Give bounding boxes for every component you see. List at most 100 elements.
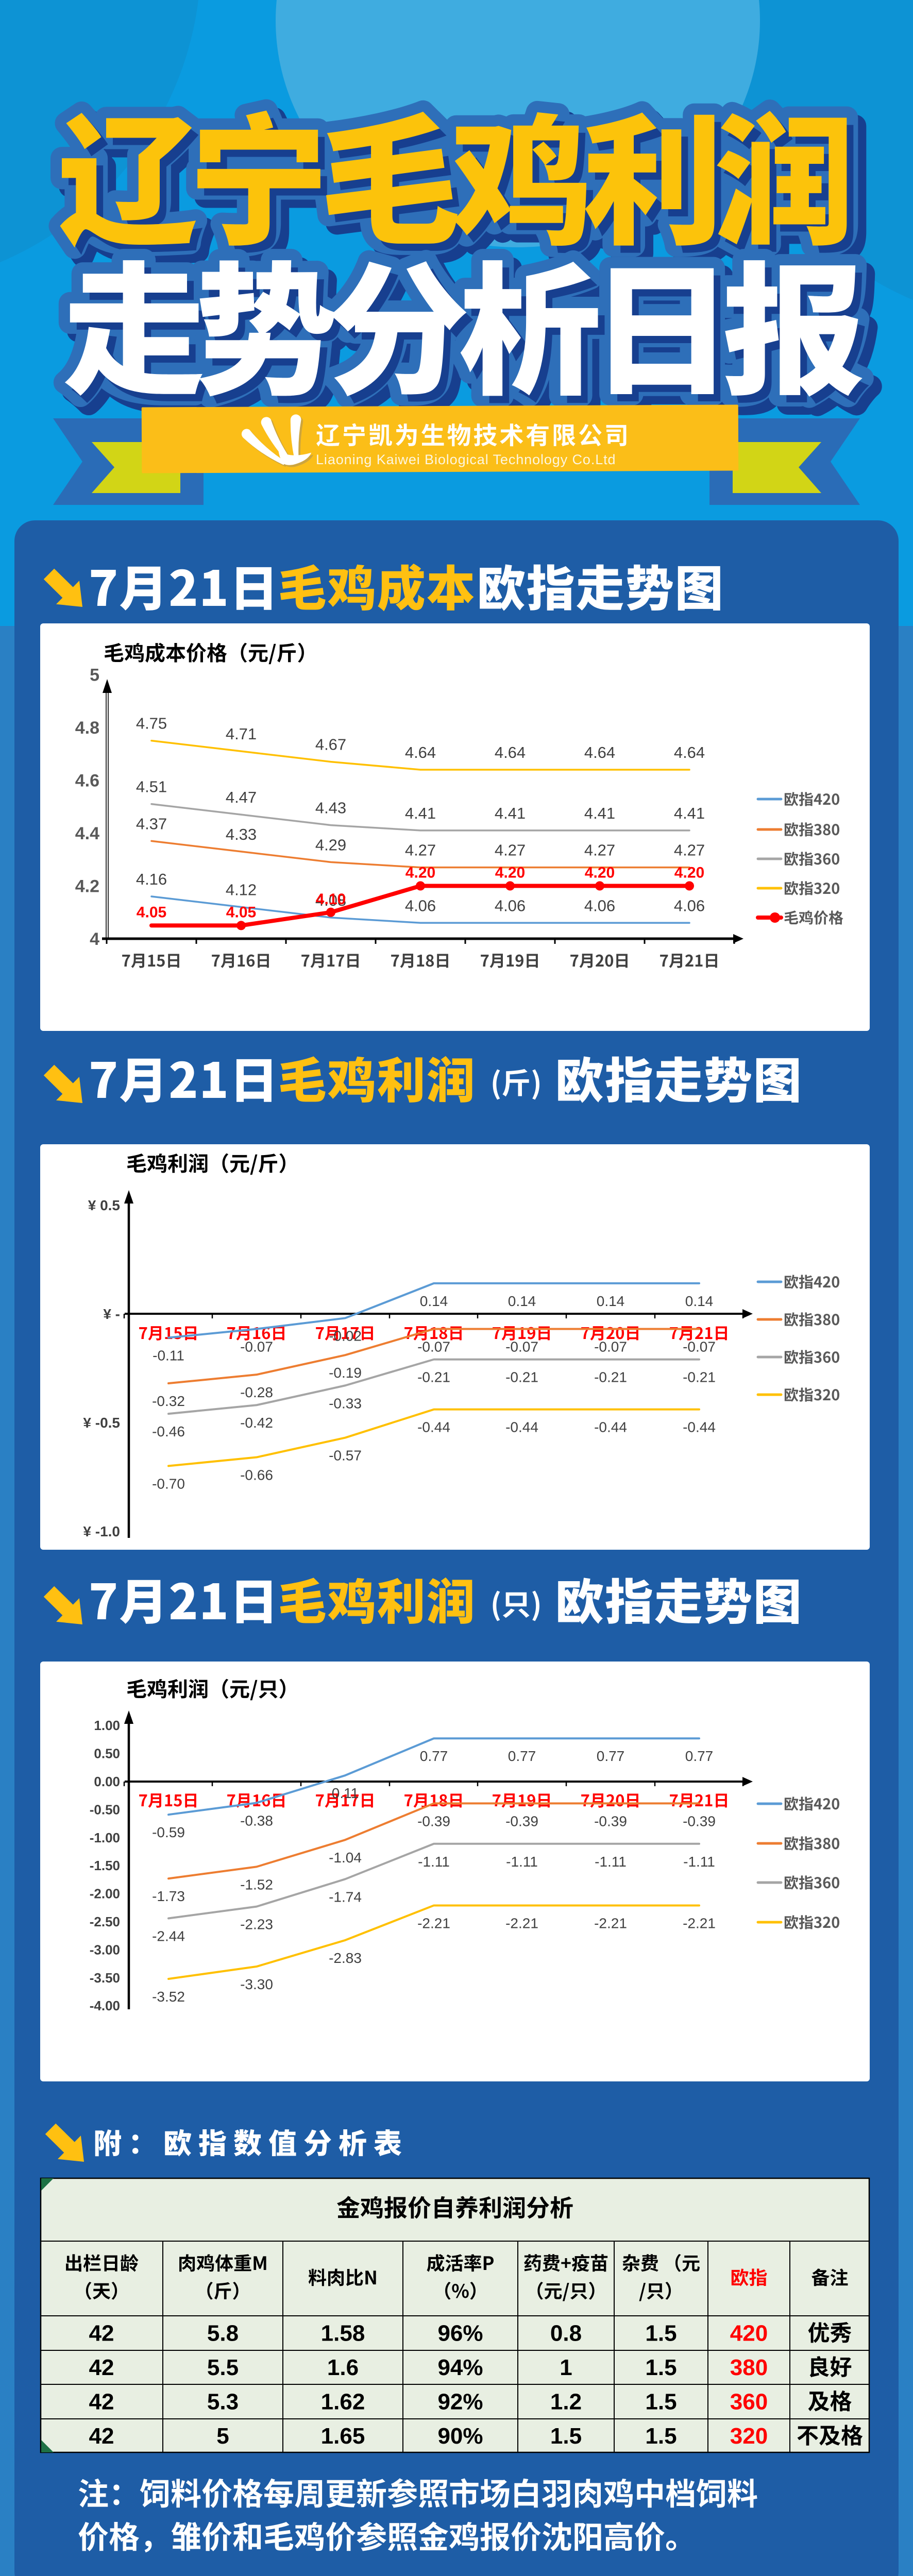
svg-text:5: 5 <box>90 666 99 685</box>
svg-text:-0.11: -0.11 <box>153 1347 184 1363</box>
svg-text:4.20: 4.20 <box>674 865 704 882</box>
svg-text:-1.74: -1.74 <box>329 1889 362 1905</box>
svg-text:-2.21: -2.21 <box>505 1915 538 1931</box>
svg-text:4.20: 4.20 <box>405 865 435 882</box>
svg-text:96%: 96% <box>437 2321 483 2346</box>
svg-text:-0.33: -0.33 <box>329 1395 362 1411</box>
svg-text:0.14: 0.14 <box>597 1293 625 1309</box>
svg-text:-0.46: -0.46 <box>152 1423 185 1439</box>
svg-text:5.5: 5.5 <box>207 2355 239 2380</box>
svg-text:0.50: 0.50 <box>94 1746 120 1761</box>
svg-text:5.3: 5.3 <box>207 2389 239 2415</box>
svg-text:4.29: 4.29 <box>315 836 346 854</box>
svg-text:-1.11: -1.11 <box>506 1854 538 1870</box>
svg-text:-1.11: -1.11 <box>683 1854 715 1870</box>
svg-text:1: 1 <box>560 2355 572 2380</box>
svg-text:4.05: 4.05 <box>226 904 256 921</box>
svg-text:4.71: 4.71 <box>226 725 257 743</box>
svg-text:-0.07: -0.07 <box>417 1339 450 1355</box>
svg-text:4.16: 4.16 <box>136 870 167 888</box>
svg-text:1.5: 1.5 <box>645 2355 677 2380</box>
svg-text:-0.57: -0.57 <box>329 1448 362 1464</box>
svg-text:-0.21: -0.21 <box>417 1369 450 1385</box>
svg-text:1.2: 1.2 <box>550 2389 582 2415</box>
svg-text:420: 420 <box>730 2321 768 2346</box>
svg-text:4.06: 4.06 <box>495 896 526 914</box>
svg-text:-0.39: -0.39 <box>417 1813 450 1829</box>
svg-text:-1.52: -1.52 <box>240 1876 273 1892</box>
svg-text:-0.07: -0.07 <box>594 1339 627 1355</box>
svg-text:4.27: 4.27 <box>584 841 615 859</box>
svg-text:4.27: 4.27 <box>495 841 526 859</box>
svg-text:-1.11: -1.11 <box>595 1854 627 1870</box>
svg-text:4.47: 4.47 <box>226 788 257 806</box>
svg-text:4.41: 4.41 <box>674 804 705 822</box>
svg-text:42: 42 <box>89 2424 114 2449</box>
svg-text:92%: 92% <box>437 2389 483 2415</box>
svg-text:-0.02: -0.02 <box>329 1328 362 1344</box>
svg-text:-0.07: -0.07 <box>505 1339 538 1355</box>
svg-text:4.05: 4.05 <box>137 904 166 921</box>
svg-text:5: 5 <box>216 2424 229 2449</box>
svg-text:-1.11: -1.11 <box>418 1854 450 1870</box>
svg-text:1.5: 1.5 <box>645 2424 677 2449</box>
svg-text:-0.07: -0.07 <box>683 1339 716 1355</box>
svg-text:-0.19: -0.19 <box>329 1365 362 1381</box>
svg-text:¥ 0.5: ¥ 0.5 <box>88 1197 120 1213</box>
svg-text:4.64: 4.64 <box>405 743 436 761</box>
svg-text:Liaoning Kaiwei Biological Tec: Liaoning Kaiwei Biological Technology Co… <box>316 452 616 467</box>
svg-text:4.27: 4.27 <box>674 841 705 859</box>
svg-text:5.8: 5.8 <box>207 2321 239 2346</box>
svg-text:-0.66: -0.66 <box>240 1467 273 1483</box>
svg-text:-0.44: -0.44 <box>683 1419 716 1435</box>
svg-text:1.65: 1.65 <box>321 2424 365 2449</box>
svg-text:320: 320 <box>730 2424 768 2449</box>
svg-text:-1.04: -1.04 <box>329 1850 362 1866</box>
svg-text:-0.07: -0.07 <box>240 1339 273 1355</box>
svg-text:-0.59: -0.59 <box>152 1824 185 1840</box>
svg-text:-2.44: -2.44 <box>152 1928 185 1944</box>
svg-text:1.5: 1.5 <box>550 2424 582 2449</box>
svg-text:0.8: 0.8 <box>550 2321 582 2346</box>
svg-text:¥ -: ¥ - <box>103 1306 120 1322</box>
svg-text:-0.21: -0.21 <box>505 1369 538 1385</box>
svg-text:0.77: 0.77 <box>420 1748 448 1764</box>
svg-text:4.06: 4.06 <box>584 896 615 914</box>
svg-text:4.10: 4.10 <box>316 891 346 908</box>
svg-text:4.08: 4.08 <box>315 891 346 909</box>
svg-text:4.27: 4.27 <box>405 841 436 859</box>
svg-text:94%: 94% <box>437 2355 483 2380</box>
svg-text:-2.21: -2.21 <box>594 1915 627 1931</box>
svg-text:-2.83: -2.83 <box>329 1950 362 1966</box>
svg-text:-2.23: -2.23 <box>240 1917 273 1933</box>
svg-text:-2.21: -2.21 <box>417 1915 450 1931</box>
svg-text:4.2: 4.2 <box>75 877 99 896</box>
svg-text:4.67: 4.67 <box>315 736 346 754</box>
svg-text:-0.28: -0.28 <box>240 1384 273 1400</box>
svg-text:-0.39: -0.39 <box>594 1813 627 1829</box>
svg-text:4.51: 4.51 <box>136 778 167 796</box>
svg-text:0.11: 0.11 <box>332 1785 359 1801</box>
svg-text:-0.21: -0.21 <box>683 1369 716 1385</box>
svg-text:4.8: 4.8 <box>75 718 99 738</box>
svg-text:4.64: 4.64 <box>584 743 615 761</box>
svg-text:-0.32: -0.32 <box>152 1393 185 1409</box>
svg-text:-0.42: -0.42 <box>240 1415 273 1431</box>
svg-text:4.43: 4.43 <box>315 799 346 817</box>
svg-text:-3.52: -3.52 <box>152 1989 185 2005</box>
svg-text:-3.00: -3.00 <box>90 1942 120 1957</box>
svg-text:0.14: 0.14 <box>420 1293 448 1309</box>
svg-text:1.5: 1.5 <box>645 2389 677 2415</box>
svg-text:0.77: 0.77 <box>597 1748 625 1764</box>
svg-text:1.62: 1.62 <box>321 2389 365 2415</box>
svg-text:4.06: 4.06 <box>674 896 705 914</box>
svg-text:1.6: 1.6 <box>327 2355 359 2380</box>
svg-text:¥ -0.5: ¥ -0.5 <box>83 1415 120 1431</box>
svg-text:4.4: 4.4 <box>75 824 99 843</box>
svg-text:-1.50: -1.50 <box>90 1858 120 1873</box>
svg-text:-2.00: -2.00 <box>90 1886 120 1902</box>
svg-text:42: 42 <box>89 2355 114 2380</box>
svg-text:0.77: 0.77 <box>508 1748 536 1764</box>
svg-text:0.77: 0.77 <box>685 1748 714 1764</box>
svg-text:4.64: 4.64 <box>674 743 705 761</box>
